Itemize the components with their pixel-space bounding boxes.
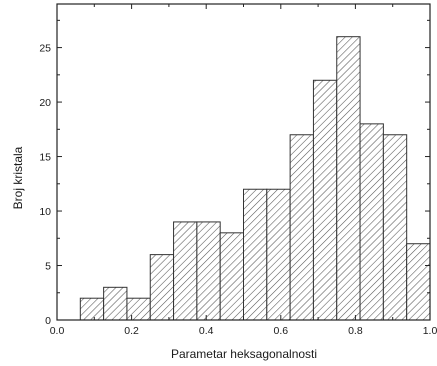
histogram-bar [243, 188, 268, 321]
x-tick-label: 0.0 [50, 325, 65, 337]
histogram-bar [336, 36, 361, 321]
histogram-bar [126, 297, 151, 321]
y-tick-label: 15 [39, 152, 51, 164]
histogram-bar [149, 254, 175, 321]
histogram-bar [289, 134, 314, 321]
bars-layer [79, 36, 431, 321]
histogram-bar [79, 297, 105, 321]
x-tick-label: 0.2 [124, 325, 139, 337]
x-tick-label: 0.6 [273, 325, 288, 337]
histogram-bar [196, 221, 221, 321]
histogram-bar [312, 79, 338, 321]
x-tick-label: 0.4 [199, 325, 214, 337]
histogram-bar [382, 134, 408, 321]
histogram-bar [266, 188, 291, 321]
y-tick-label: 10 [39, 206, 51, 218]
histogram-bar [103, 286, 128, 321]
histogram-bar [219, 232, 244, 321]
y-tick-label: 25 [39, 43, 51, 55]
axes-layer: 0.0 0.2 0.4 0.6 0.8 1.0 0 5 10 15 20 25 [39, 3, 437, 337]
y-tick-label: 5 [45, 261, 51, 273]
y-axis-label: Broj kristala [11, 146, 25, 209]
histogram-bar [173, 221, 198, 321]
x-axis-label: Parametar heksagonalnosti [171, 347, 317, 361]
y-tick-label: 20 [39, 97, 51, 109]
histogram-bar [359, 123, 384, 321]
x-tick-label: 0.8 [348, 325, 363, 337]
histogram-bar [406, 243, 431, 321]
x-tick-label: 1.0 [423, 325, 437, 337]
y-tick-label: 0 [45, 315, 51, 327]
